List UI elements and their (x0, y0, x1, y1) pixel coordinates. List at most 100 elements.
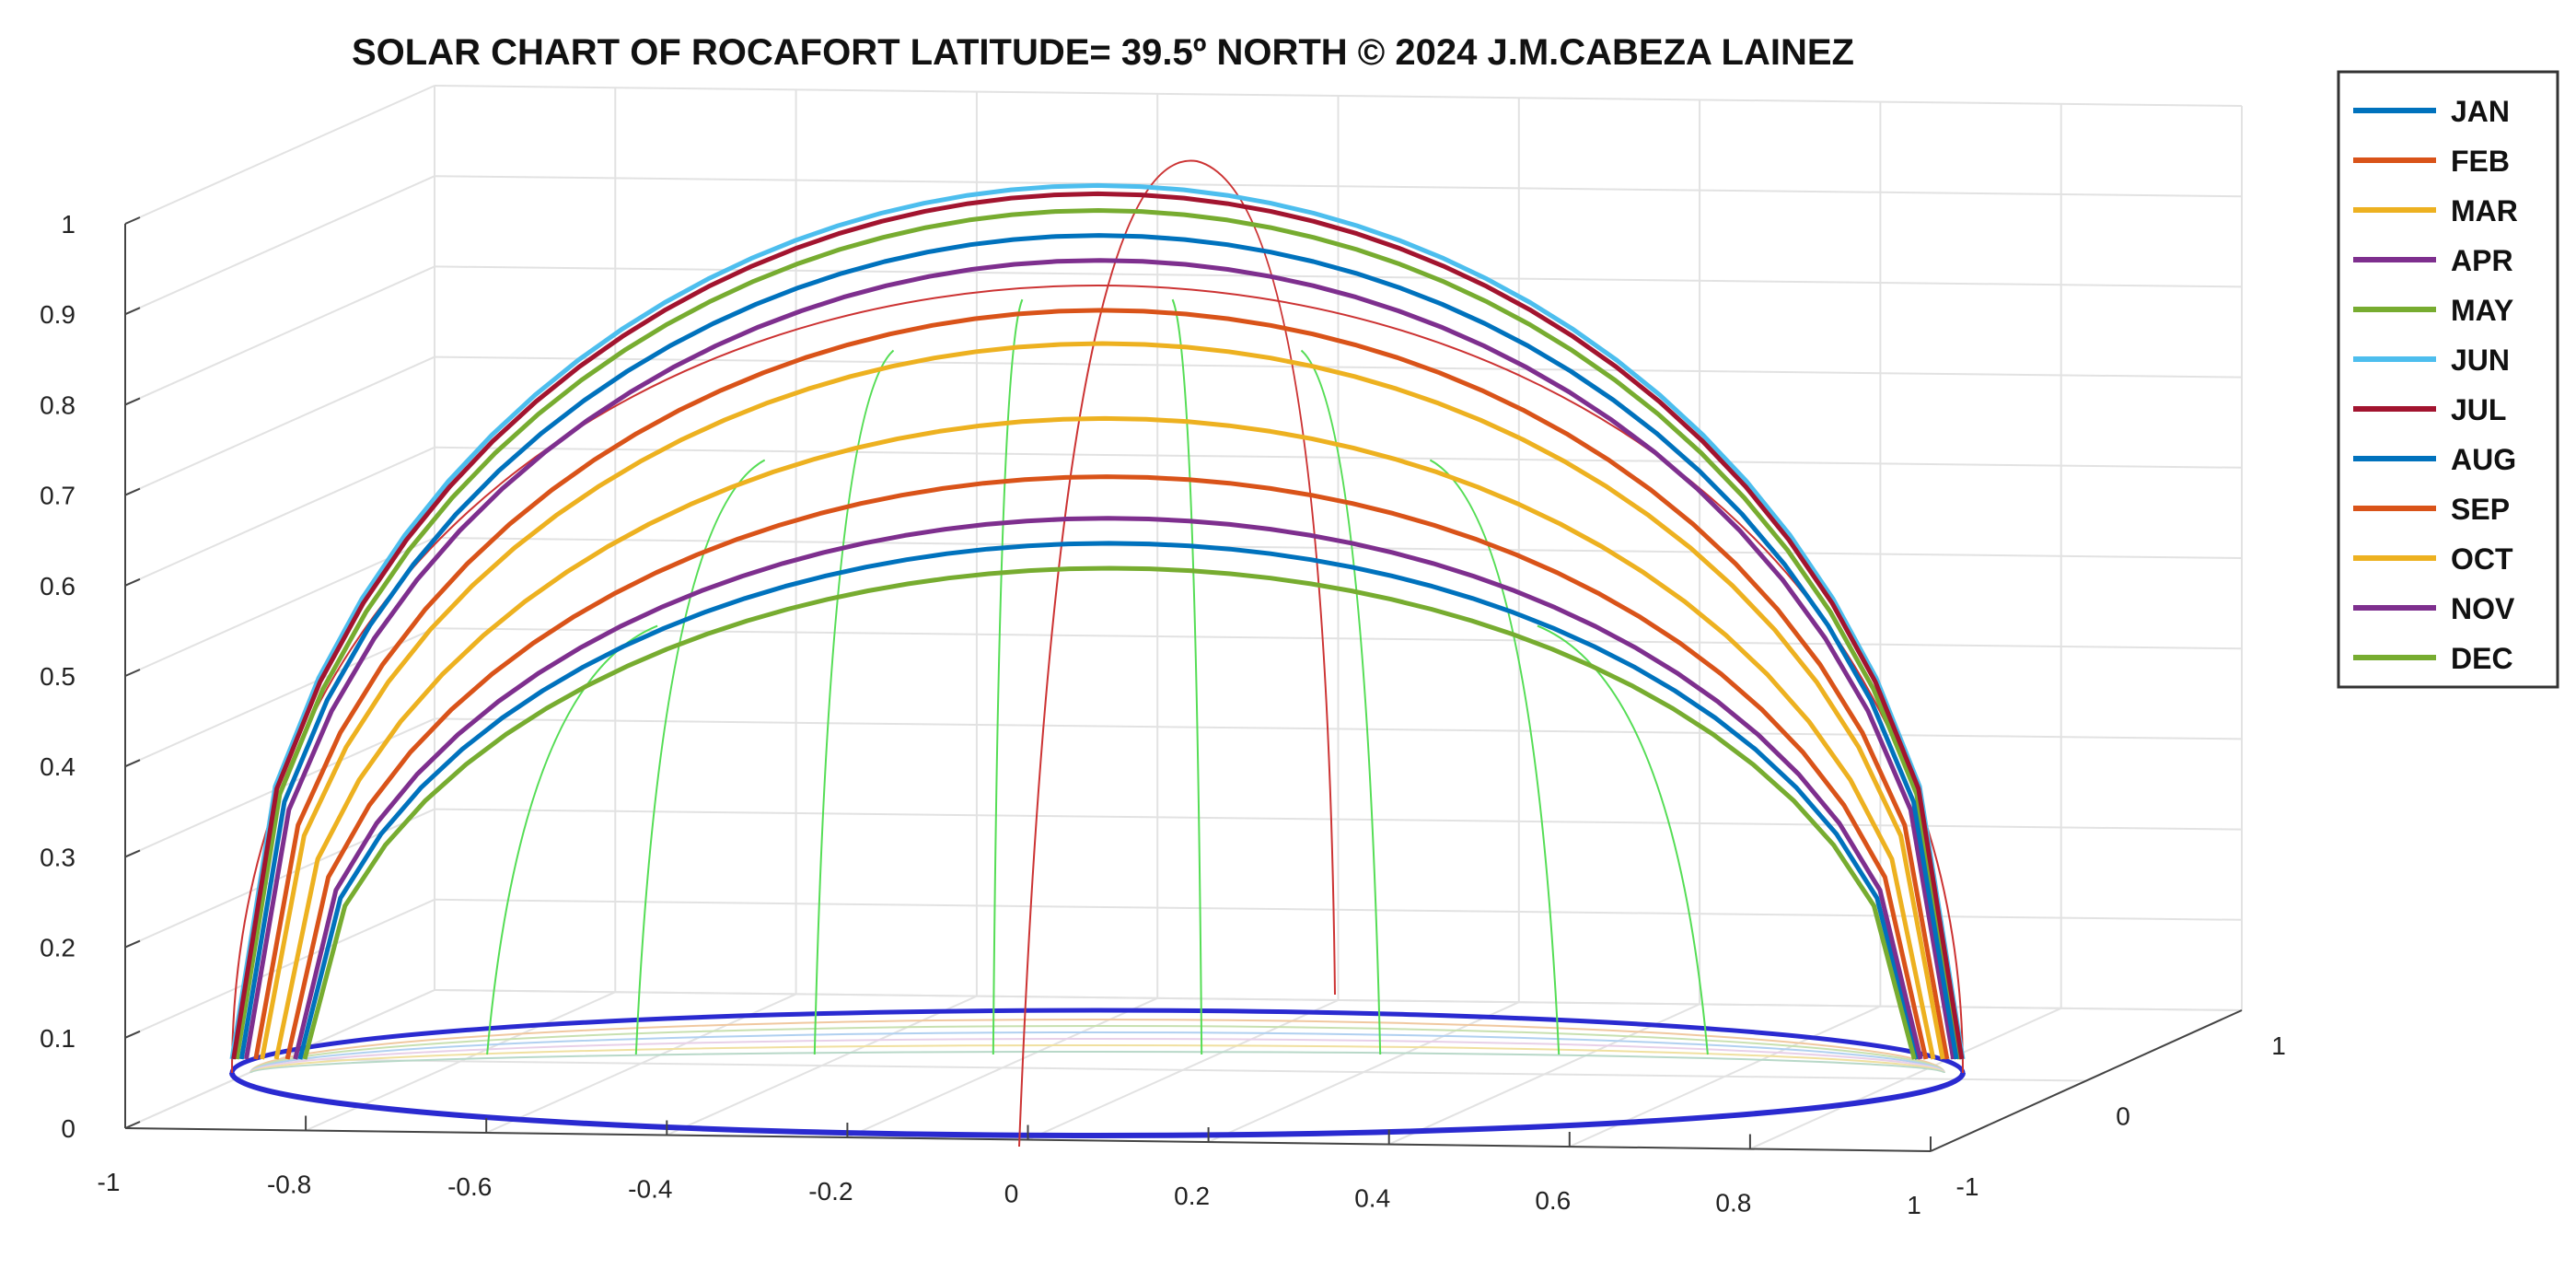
series-nov (293, 516, 1923, 1060)
legend-label-apr: APR (2451, 244, 2513, 277)
series-aug (238, 233, 1959, 1060)
hour-line (813, 349, 895, 1055)
floor-ring (249, 1051, 1945, 1074)
y-axis (1930, 1009, 2243, 1152)
grid-line (124, 537, 435, 677)
series-jun (229, 182, 1966, 1060)
grid-line (279, 1058, 2087, 1082)
z-tick-mark (124, 759, 141, 768)
z-tick-mark (124, 669, 141, 677)
series-oct (260, 341, 1945, 1060)
series-jan (297, 541, 1920, 1060)
hour-line (1300, 349, 1382, 1055)
legend-label-dec: DEC (2451, 642, 2513, 675)
grid-line (124, 85, 435, 225)
floor-ring (249, 1019, 1945, 1074)
legend-label-jan: JAN (2451, 95, 2510, 128)
z-tick-mark (124, 939, 141, 949)
series-jul (231, 191, 1965, 1060)
z-tick-mark (124, 216, 141, 225)
x-tick-label: -1 (98, 1168, 121, 1196)
legend-label-oct: OCT (2451, 542, 2513, 576)
legend-label-aug: AUG (2451, 443, 2516, 476)
z-tick-label: 0.4 (40, 752, 75, 781)
x-tick-label: 0.8 (1715, 1189, 1751, 1218)
legend-label-jun: JUN (2451, 344, 2510, 377)
z-tick-label: 1 (61, 210, 75, 239)
x-tick-label: -0.8 (267, 1171, 311, 1199)
series-sep (253, 308, 1950, 1060)
z-tick-label: 0.9 (40, 300, 75, 329)
floor-ring (249, 1031, 1945, 1074)
grid-line (434, 355, 2243, 379)
dome-outline (231, 285, 1964, 1074)
z-tick-mark (124, 849, 141, 858)
legend-box (2337, 70, 2559, 689)
x-tick-label: -0.2 (808, 1177, 853, 1206)
z-tick-label: 0.2 (40, 934, 75, 962)
horizon-back (229, 1008, 1966, 1074)
grid-line (124, 627, 435, 768)
legend-label-may: MAY (2451, 294, 2513, 327)
series-layer (229, 182, 1966, 1060)
z-tick-mark (124, 307, 141, 316)
floor-ring (249, 1038, 1945, 1074)
hour-line (1537, 624, 1709, 1055)
y-tick-label: -1 (1956, 1172, 1979, 1201)
legend-label-nov: NOV (2451, 592, 2515, 625)
grid-line (434, 265, 2243, 288)
series-dec (302, 565, 1917, 1060)
z-tick-mark (124, 487, 141, 496)
x-tick-label: -0.4 (628, 1175, 672, 1204)
grid-line (124, 355, 435, 496)
grid-line (124, 175, 435, 316)
z-tick-label: 0 (61, 1114, 75, 1143)
series-feb (284, 474, 1929, 1060)
x-tick-label: 0.2 (1174, 1182, 1210, 1210)
grid-line (434, 175, 2243, 198)
legend-label-feb: FEB (2451, 145, 2510, 178)
grid-line (124, 265, 435, 406)
horizon-front (229, 1072, 1966, 1138)
series-may (234, 208, 1963, 1060)
z-tick-mark (124, 1121, 141, 1129)
grid-line (434, 989, 2243, 1011)
grid-line (434, 717, 2243, 740)
z-tick-label: 0.6 (40, 572, 75, 600)
legend-label-sep: SEP (2451, 493, 2510, 526)
meridian-line (1018, 159, 1336, 1148)
hour-line (1171, 298, 1203, 1055)
y-tick-label: 0 (2116, 1102, 2130, 1131)
z-tick-mark (124, 397, 141, 406)
x-tick-label: 1 (1907, 1191, 1921, 1219)
y-tick-label: 1 (2271, 1031, 2286, 1060)
legend: JAN FEB MAR APR MAY JUN JUL AUG SEP OCT NOV DEC (2337, 70, 2559, 689)
floor-ring (249, 1025, 1945, 1074)
grid-line (124, 717, 435, 858)
x-tick-label: 0.4 (1354, 1184, 1390, 1213)
grid-line (434, 808, 2243, 831)
z-tick-label: 0.5 (40, 662, 75, 691)
floor-ring (249, 1044, 1945, 1074)
x-tick-label: 0 (1004, 1180, 1019, 1208)
hour-line (634, 459, 766, 1055)
ticks-layer: 0 0.1 0.2 0.3 0.4 0.5 0.6 0.7 0.8 0.9 1 -1 -0.8 -0.6 -… (40, 210, 2286, 1219)
z-tick-label: 0.3 (40, 843, 75, 871)
z-tick-label: 0.7 (40, 482, 75, 510)
x-tick-label: 0.6 (1535, 1186, 1571, 1215)
z-tick-label: 0.8 (40, 390, 75, 419)
grid-line (434, 627, 2243, 650)
series-mar (273, 415, 1936, 1060)
legend-label-mar: MAR (2451, 194, 2518, 227)
chart-title: SOLAR CHART OF ROCAFORT LATITUDE= 39.5º … (352, 32, 1854, 73)
grid-line (124, 446, 435, 587)
hour-line (992, 298, 1024, 1055)
series-apr (244, 258, 1956, 1060)
z-tick-label: 0.1 (40, 1024, 75, 1053)
grid-line (434, 85, 2243, 107)
x-tick-label: -0.6 (447, 1172, 492, 1201)
z-tick-mark (124, 1030, 141, 1039)
z-tick-mark (124, 577, 141, 587)
legend-label-jul: JUL (2451, 393, 2506, 426)
